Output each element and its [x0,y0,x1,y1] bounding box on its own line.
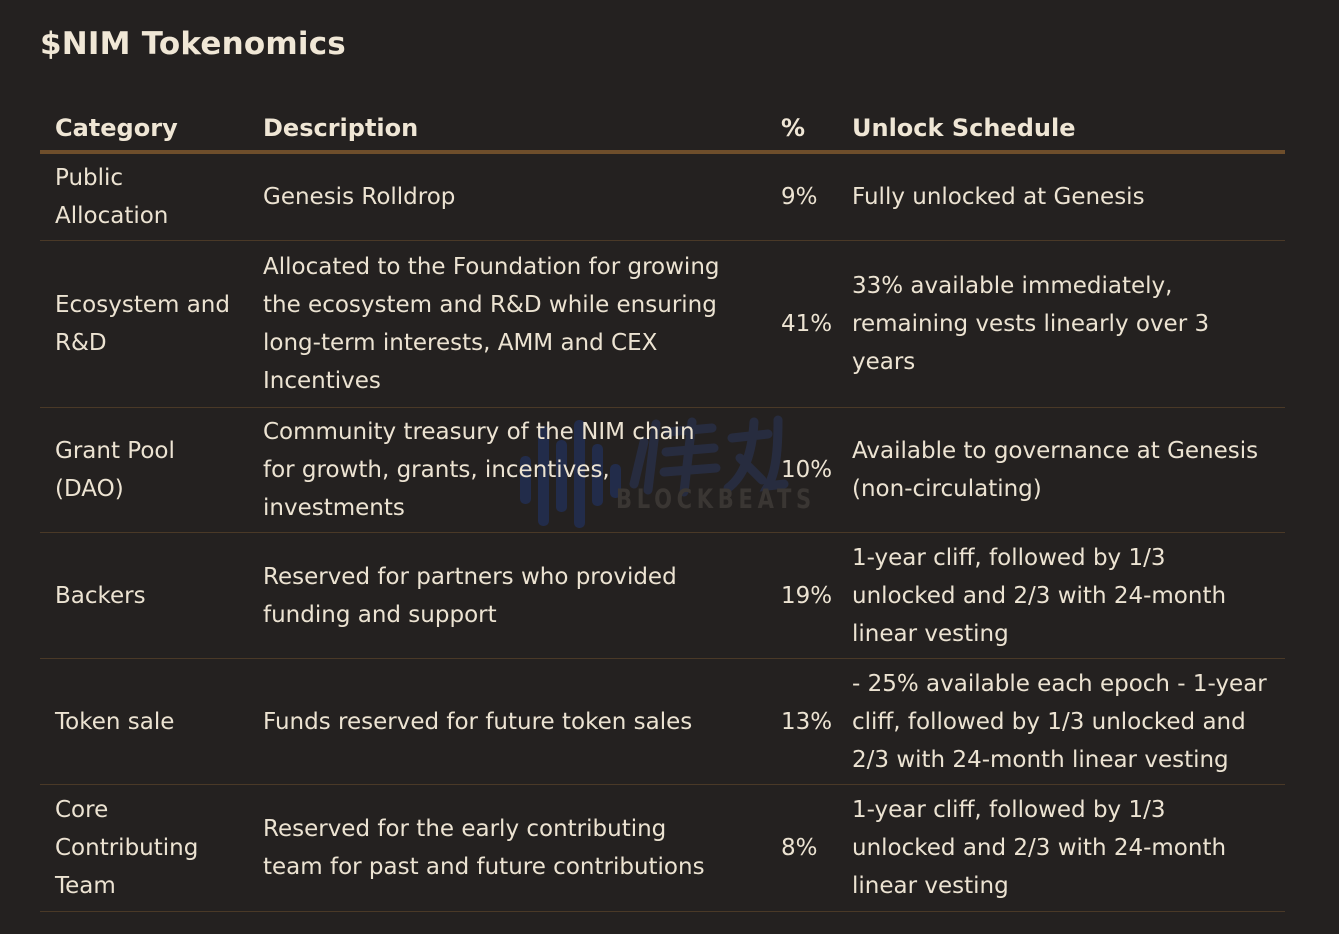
table-row-token-sale: Token sale Funds reserved for future tok… [40,659,1285,785]
table-row-backers: Backers Reserved for partners who provid… [40,533,1285,659]
cell-category: Public Allocation [55,165,169,229]
cell-unlock: 1-year cliff, followed by 1/3 unlocked a… [852,544,1227,647]
blockbeats-watermark-text: BLOCKBEATS [616,484,816,515]
cell-description: Funds reserved for future token sales [263,708,693,735]
cell-percent: 13% [781,708,833,735]
header-description: Description [263,114,419,142]
blockbeats-watermark-logo [520,415,789,528]
cell-percent: 19% [781,582,833,609]
page-title: $NIM Tokenomics [40,26,346,62]
cell-description: Community treasury of the NIM chain for … [263,419,695,521]
cell-percent: 8% [781,835,818,861]
cell-unlock: 1-year cliff, followed by 1/3 unlocked a… [852,797,1227,899]
cell-unlock: Fully unlocked at Genesis [852,184,1145,210]
header-unlock-schedule: Unlock Schedule [852,114,1076,142]
cell-description: Reserved for the early contributing team… [263,816,705,880]
cell-description: Allocated to the Foundation for growing … [263,254,720,394]
table-row-ecosystem-rd: Ecosystem and R&D Allocated to the Found… [40,241,1285,408]
cell-category: Core Contributing Team [55,797,199,899]
cell-category: Ecosystem and R&D [55,292,230,356]
tokenomics-table: Category Description % Unlock Schedule P… [40,106,1285,912]
table-row-public-allocation: Public Allocation Genesis Rolldrop 9% Fu… [40,154,1285,241]
table-row-core-team: Core Contributing Team Reserved for the … [40,785,1285,912]
cell-unlock: 33% available immediately, remaining ves… [852,273,1210,375]
header-percent: % [781,114,806,142]
cell-percent: 9% [781,184,818,210]
header-category: Category [55,114,178,142]
cell-category: Token sale [55,708,175,735]
cell-percent: 41% [781,311,833,337]
cell-unlock: - 25% available each epoch - 1-year clif… [852,670,1267,773]
watermark-cjk-glyphs [629,415,789,497]
cell-description: Reserved for partners who provided fundi… [263,563,677,628]
cell-description: Genesis Rolldrop [263,184,456,210]
equalizer-bars-icon [520,420,621,528]
cell-unlock: Available to governance at Genesis (non-… [852,438,1259,502]
table-row-grant-pool: Grant Pool (DAO) Community treasury of t… [40,408,1285,533]
cell-category: Grant Pool (DAO) [55,438,175,502]
cell-category: Backers [55,582,146,609]
cell-percent: 10% [781,457,833,483]
table-header-row: Category Description % Unlock Schedule [40,106,1285,154]
